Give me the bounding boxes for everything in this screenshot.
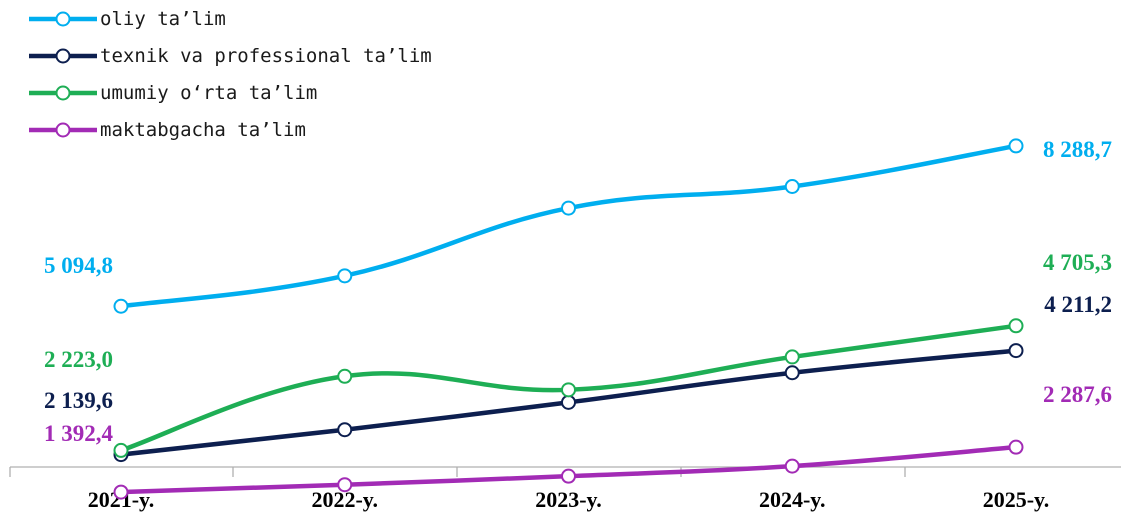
legend-marker-umumiy-o-rta-ta-lim (55, 85, 71, 101)
point-oliy-ta-lim-4 (1008, 138, 1024, 154)
legend-label-texnik-va-professional-ta-lim: texnik va professional ta’lim (100, 45, 432, 67)
point-maktabgacha-ta-lim-3 (784, 458, 800, 474)
series-line-oliy-ta-lim (118, 143, 1019, 309)
legend-marker-maktabgacha-ta-lim (55, 122, 71, 138)
point-maktabgacha-ta-lim-4 (1008, 439, 1024, 455)
legend-label-maktabgacha-ta-lim: maktabgacha ta’lim (100, 119, 306, 141)
point-umumiy-o-rta-ta-lim-1 (337, 368, 353, 384)
point-oliy-ta-lim-0 (113, 298, 129, 314)
point-oliy-ta-lim-2 (561, 200, 576, 216)
legend: oliy ta’lim texnik va professional ta’lim… (29, 8, 432, 141)
x-tick-label-2024-y: 2024-y. (759, 487, 826, 512)
point-oliy-ta-lim-3 (784, 179, 800, 195)
point-maktabgacha-ta-lim-2 (561, 468, 576, 484)
point-umumiy-o-rta-ta-lim-0 (113, 442, 129, 458)
point-oliy-ta-lim-1 (337, 268, 353, 284)
data-label-first-umumiy-o-rta-ta-lim: 2 223,0 (44, 347, 113, 372)
point-umumiy-o-rta-ta-lim-2 (561, 382, 576, 398)
data-label-first-oliy-ta-lim: 5 094,8 (44, 253, 113, 278)
point-texnik-va-professional-ta-lim-1 (337, 422, 353, 438)
x-tick-label-2023-y: 2023-y. (535, 487, 602, 512)
legend-marker-texnik-va-professional-ta-lim (55, 48, 71, 64)
data-label-last-texnik-va-professional-ta-lim: 4 211,2 (1044, 292, 1112, 317)
point-umumiy-o-rta-ta-lim-4 (1008, 318, 1024, 334)
x-tick-label-2025-y: 2025-y. (983, 487, 1050, 512)
point-umumiy-o-rta-ta-lim-3 (784, 349, 800, 365)
x-axis-tick-labels: 2021-y.2022-y.2023-y.2024-y.2025-y. (88, 487, 1050, 512)
data-label-last-umumiy-o-rta-ta-lim: 4 705,3 (1043, 250, 1112, 275)
legend-marker-oliy-ta-lim (55, 11, 71, 27)
point-maktabgacha-ta-lim-1 (337, 477, 353, 493)
series-lines (118, 143, 1019, 495)
point-maktabgacha-ta-lim-0 (113, 484, 129, 500)
data-label-last-maktabgacha-ta-lim: 2 287,6 (1043, 382, 1112, 407)
data-label-last-oliy-ta-lim: 8 288,7 (1043, 137, 1112, 162)
data-label-first-maktabgacha-ta-lim: 1 392,4 (44, 421, 114, 446)
series-markers (113, 138, 1024, 500)
point-texnik-va-professional-ta-lim-4 (1008, 343, 1024, 359)
data-label-first-texnik-va-professional-ta-lim: 2 139,6 (44, 388, 113, 413)
legend-label-oliy-ta-lim: oliy ta’lim (100, 8, 226, 30)
point-texnik-va-professional-ta-lim-3 (784, 365, 800, 381)
data-labels: 5 094,8 8 288,7 2 139,6 4 211,2 2 223,0 4 705… (44, 137, 1112, 446)
legend-label-umumiy-o-rta-ta-lim: umumiy o‘rta ta’lim (100, 82, 317, 104)
point-texnik-va-professional-ta-lim-2 (561, 394, 576, 410)
